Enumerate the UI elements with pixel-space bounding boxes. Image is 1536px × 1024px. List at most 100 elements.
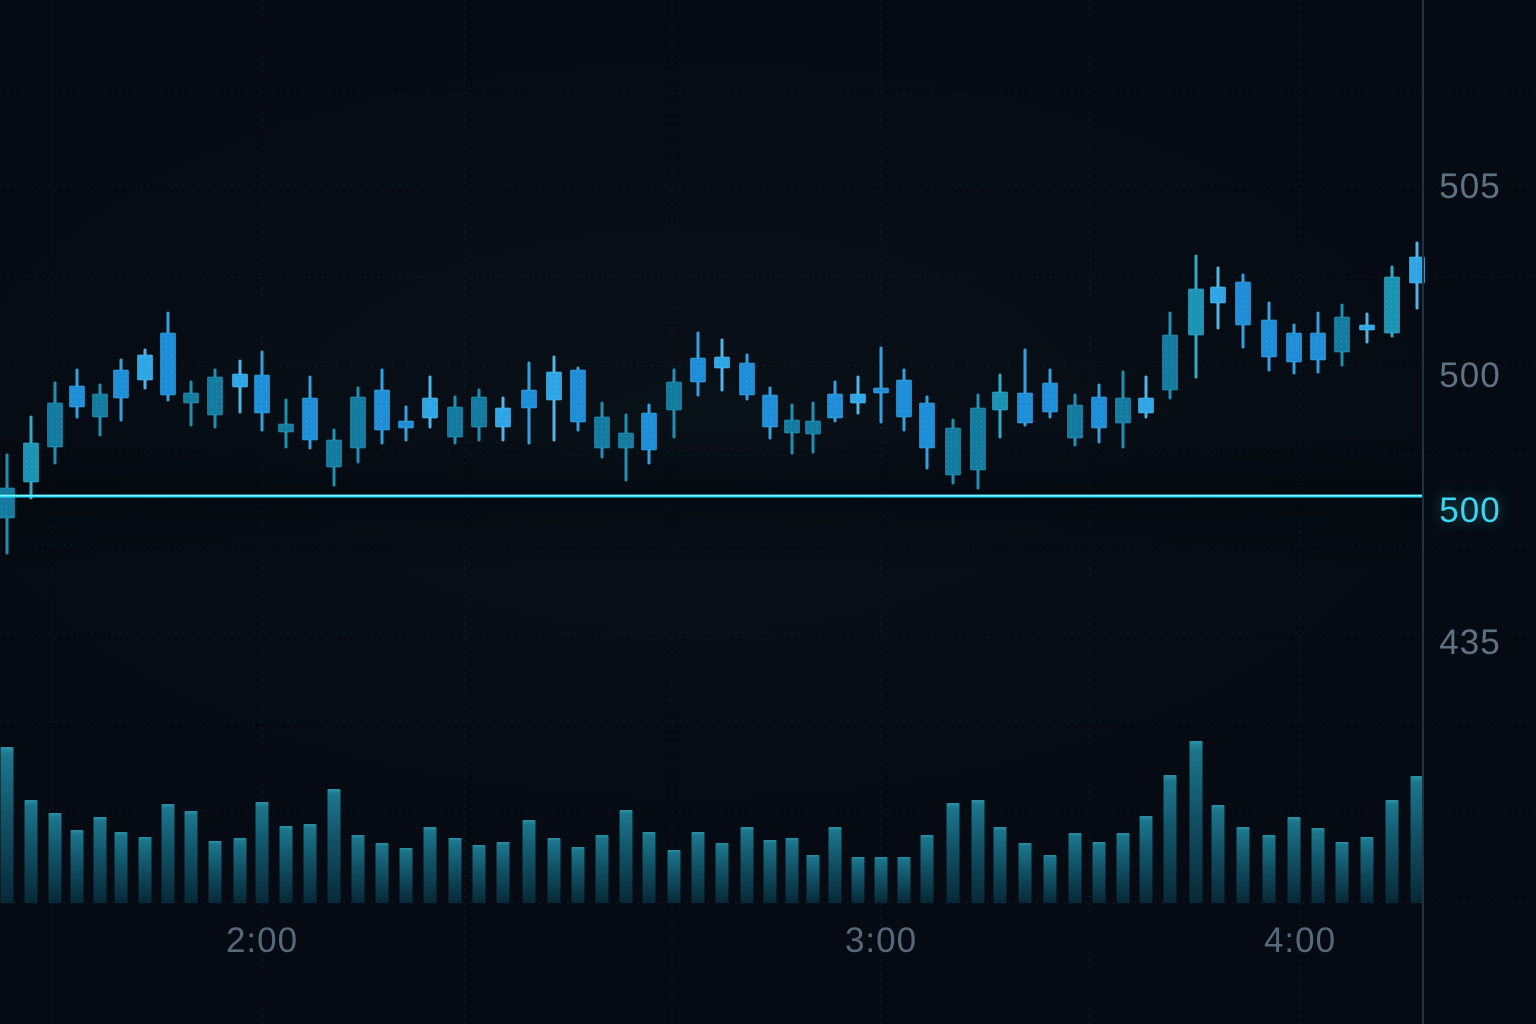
volume-bar <box>208 841 222 903</box>
volume-bar <box>763 840 777 903</box>
volume-bar <box>851 857 865 903</box>
candle-texture <box>23 443 39 482</box>
volume-bar <box>279 826 293 903</box>
volume-bar <box>1163 775 1177 903</box>
candle-texture <box>690 358 706 382</box>
candle <box>326 428 342 487</box>
volume-bar <box>114 832 128 903</box>
candle-texture <box>207 377 223 415</box>
candle <box>992 373 1008 439</box>
candle-texture <box>1261 320 1277 357</box>
candle <box>739 353 755 401</box>
candle-texture <box>1115 398 1131 423</box>
price-axis-label: 505 <box>1439 167 1501 206</box>
candle <box>521 361 537 445</box>
candle <box>232 359 248 414</box>
candle-texture <box>326 440 342 467</box>
volume-bar <box>375 843 389 903</box>
candle <box>92 383 108 437</box>
price-axis-label: 435 <box>1439 623 1501 662</box>
candle-texture <box>232 374 248 387</box>
volume-bars <box>0 741 1424 903</box>
volume-bar <box>1211 805 1225 903</box>
candle <box>1210 266 1226 330</box>
candles <box>0 241 1425 555</box>
volume-bar <box>138 837 152 903</box>
candle-texture <box>1409 257 1425 283</box>
candle <box>873 346 889 424</box>
candle <box>278 398 294 449</box>
candle <box>690 331 706 397</box>
volume-bar <box>184 811 198 903</box>
volume-bar <box>1068 833 1082 903</box>
volume-bar <box>828 827 842 903</box>
candle-texture <box>546 372 562 400</box>
time-axis-label: 4:00 <box>1263 921 1337 960</box>
candle-texture <box>666 382 682 410</box>
volume-bar <box>667 850 681 903</box>
volume-bar <box>547 838 561 903</box>
candle-texture <box>594 417 610 448</box>
volume-bar <box>161 804 175 903</box>
candle-texture <box>1091 397 1107 428</box>
volume-bar <box>472 845 486 903</box>
volume-bar <box>1139 816 1153 903</box>
candle <box>1091 383 1107 444</box>
candle-texture <box>1235 282 1251 325</box>
candle-texture <box>618 433 634 448</box>
volume-bar <box>1410 776 1424 903</box>
volume-bar <box>619 810 633 903</box>
volume-bar <box>0 747 14 903</box>
candle <box>160 311 176 402</box>
candle <box>1310 311 1326 374</box>
candle <box>1017 348 1033 427</box>
candle <box>805 401 821 454</box>
candle <box>784 403 800 455</box>
volume-bar <box>1116 833 1130 903</box>
candle-texture <box>69 386 85 407</box>
candle-texture <box>896 380 912 417</box>
volume-bar <box>1092 842 1106 903</box>
candle-texture <box>278 424 294 432</box>
volume-bar <box>93 817 107 903</box>
candle-texture <box>1017 393 1033 423</box>
candle-texture <box>805 421 821 434</box>
candle <box>1261 301 1277 372</box>
candle-texture <box>992 392 1008 410</box>
candle-texture <box>350 397 366 448</box>
candle <box>302 375 318 450</box>
volume-bar <box>1043 855 1057 903</box>
candle-texture <box>1042 383 1058 412</box>
candle-texture <box>471 397 487 427</box>
candle <box>1042 368 1058 419</box>
candle <box>896 368 912 432</box>
candle <box>1067 393 1083 447</box>
volume-bar <box>993 827 1007 903</box>
candle <box>254 350 270 432</box>
price-line <box>0 491 1423 501</box>
candle <box>762 386 778 440</box>
candle <box>47 381 63 465</box>
candle-texture <box>374 390 390 430</box>
candle-texture <box>919 403 935 448</box>
volume-bar <box>233 838 247 903</box>
candle <box>618 413 634 482</box>
volume-bar <box>1335 842 1349 903</box>
candle <box>1115 370 1131 449</box>
candle-texture <box>521 390 537 408</box>
candle-texture <box>113 370 129 398</box>
candle-texture <box>302 398 318 440</box>
shadow-band <box>0 428 1423 574</box>
candle-texture <box>1359 325 1375 330</box>
volume-bar <box>255 802 269 903</box>
volume-bar <box>785 838 799 903</box>
volume-bar <box>327 789 341 903</box>
candle-texture <box>183 393 199 403</box>
candle-texture <box>873 388 889 393</box>
candle <box>495 396 511 442</box>
volume-bar <box>806 855 820 903</box>
candle-texture <box>641 413 657 450</box>
candle <box>207 368 223 429</box>
